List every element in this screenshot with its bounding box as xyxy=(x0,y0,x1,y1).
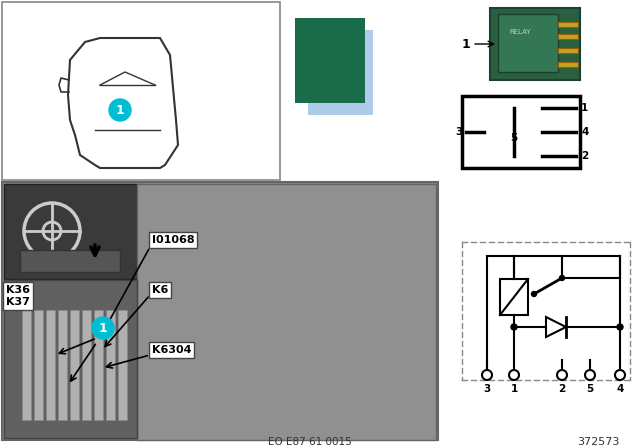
Text: 372573: 372573 xyxy=(577,437,619,447)
Circle shape xyxy=(585,370,595,380)
Bar xyxy=(82,310,91,420)
Text: I01068: I01068 xyxy=(152,235,195,245)
Text: 2: 2 xyxy=(558,384,566,394)
Text: 1: 1 xyxy=(510,384,518,394)
Bar xyxy=(4,184,137,279)
Text: 2: 2 xyxy=(581,151,588,161)
Text: K36
K37: K36 K37 xyxy=(6,285,30,307)
Text: 5: 5 xyxy=(586,384,594,394)
Bar xyxy=(58,310,67,420)
Circle shape xyxy=(109,99,131,121)
Text: 1: 1 xyxy=(99,322,108,335)
Bar xyxy=(137,184,436,440)
Bar xyxy=(295,18,365,103)
Circle shape xyxy=(617,324,623,330)
Circle shape xyxy=(557,370,567,380)
Circle shape xyxy=(509,370,519,380)
Bar xyxy=(462,96,580,168)
Bar xyxy=(34,310,43,420)
Text: 1: 1 xyxy=(581,103,588,113)
Circle shape xyxy=(559,276,564,280)
Text: 5: 5 xyxy=(510,133,518,143)
Circle shape xyxy=(482,370,492,380)
Text: 4: 4 xyxy=(581,127,588,137)
Bar xyxy=(308,30,373,115)
Polygon shape xyxy=(546,317,566,337)
Bar xyxy=(558,62,578,67)
Circle shape xyxy=(615,370,625,380)
Bar xyxy=(2,2,280,180)
Bar xyxy=(558,48,578,53)
Circle shape xyxy=(511,324,517,330)
Circle shape xyxy=(531,292,536,297)
Bar xyxy=(22,310,31,420)
Text: 1: 1 xyxy=(461,38,470,51)
Text: RELAY: RELAY xyxy=(509,29,531,35)
Text: 3: 3 xyxy=(456,127,463,137)
Text: K6: K6 xyxy=(152,285,168,295)
Text: EO E87 61 0015: EO E87 61 0015 xyxy=(268,437,352,447)
Circle shape xyxy=(92,317,114,339)
Bar xyxy=(46,310,55,420)
Bar xyxy=(498,14,558,72)
Bar xyxy=(558,22,578,27)
Text: 1: 1 xyxy=(116,103,124,116)
Bar xyxy=(558,34,578,39)
Bar xyxy=(4,280,137,438)
Bar xyxy=(500,279,528,315)
Text: 3: 3 xyxy=(483,384,491,394)
Bar xyxy=(118,310,127,420)
Bar xyxy=(106,310,115,420)
Bar xyxy=(20,250,120,272)
Bar xyxy=(2,182,438,440)
Bar xyxy=(490,8,580,80)
Bar xyxy=(70,310,79,420)
Text: K6304: K6304 xyxy=(152,345,191,355)
Bar xyxy=(94,310,103,420)
Text: 4: 4 xyxy=(616,384,624,394)
